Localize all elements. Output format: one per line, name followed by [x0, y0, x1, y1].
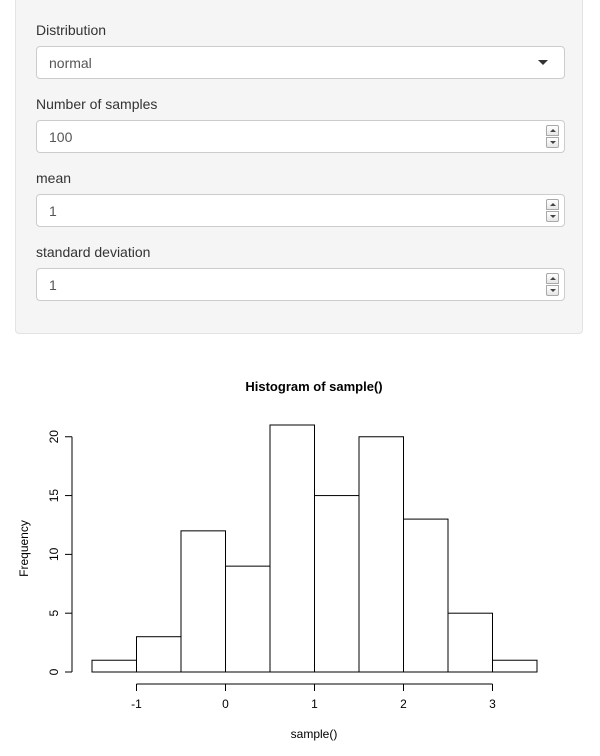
histogram-bar — [180, 530, 226, 673]
x-axis-label: sample() — [291, 727, 338, 741]
input-panel: Distribution normal Number of samples 10… — [15, 0, 583, 334]
decrement-arrow-icon[interactable] — [546, 211, 559, 222]
decrement-arrow-icon[interactable] — [546, 285, 559, 296]
increment-arrow-icon[interactable] — [546, 125, 559, 136]
histogram-bar — [269, 424, 315, 673]
histogram-bar — [358, 436, 404, 673]
distribution-label: Distribution — [36, 22, 107, 38]
y-tick-label: 5 — [47, 610, 61, 617]
num-samples-value: 100 — [49, 129, 73, 145]
histogram-bar — [225, 565, 271, 673]
histogram-chart: Histogram of sample() sample() Frequency… — [17, 379, 538, 741]
histogram-bars — [91, 424, 538, 673]
increment-arrow-icon[interactable] — [546, 199, 559, 210]
mean-stepper[interactable] — [546, 199, 559, 222]
x-tick-label: 2 — [400, 697, 407, 711]
distribution-select[interactable]: normal — [36, 46, 565, 79]
decrement-arrow-icon[interactable] — [546, 137, 559, 148]
x-axis: -1 0 1 2 3 — [131, 683, 496, 711]
mean-value: 1 — [49, 203, 57, 219]
num-samples-label: Number of samples — [36, 96, 158, 112]
chart-title: Histogram of sample() — [245, 379, 382, 394]
sd-label: standard deviation — [36, 244, 151, 260]
histogram-bar — [91, 659, 137, 673]
sd-input[interactable]: 1 — [36, 268, 565, 301]
y-axis-label: Frequency — [17, 520, 31, 577]
num-samples-input[interactable]: 100 — [36, 120, 565, 153]
histogram-bar — [403, 518, 449, 673]
histogram-bar — [447, 612, 493, 673]
y-tick-label: 10 — [47, 547, 61, 561]
y-tick-label: 15 — [47, 489, 61, 503]
x-tick-label: 0 — [222, 697, 229, 711]
chevron-down-icon[interactable] — [538, 60, 548, 65]
mean-label: mean — [36, 170, 72, 186]
num-samples-stepper[interactable] — [546, 125, 559, 148]
x-tick-label: 3 — [489, 697, 496, 711]
y-tick-label: 20 — [47, 430, 61, 444]
histogram-bar — [136, 636, 182, 673]
sd-stepper[interactable] — [546, 273, 559, 296]
distribution-value: normal — [49, 55, 92, 71]
histogram-bar — [492, 659, 538, 673]
increment-arrow-icon[interactable] — [546, 273, 559, 284]
sd-value: 1 — [49, 277, 57, 293]
y-tick-label: 0 — [47, 668, 61, 675]
histogram-bar — [314, 495, 360, 673]
x-tick-label: 1 — [311, 697, 318, 711]
y-axis: 0 5 10 15 20 — [47, 430, 73, 675]
mean-input[interactable]: 1 — [36, 194, 565, 227]
x-tick-label: -1 — [131, 697, 142, 711]
